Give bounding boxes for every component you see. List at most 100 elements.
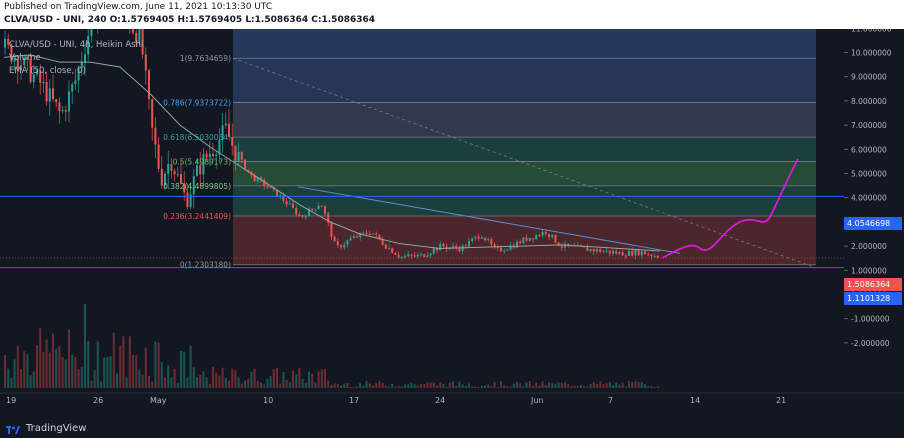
- volume-bar: [436, 385, 438, 388]
- price-tag-level: 4.0546698: [844, 217, 902, 230]
- candle-body: [285, 200, 288, 205]
- volume-bar: [564, 382, 566, 388]
- fib-label: 0.382(4.4899805): [163, 182, 231, 191]
- candle-body: [64, 110, 67, 112]
- volume-bar: [138, 369, 141, 388]
- volume-bar: [237, 377, 240, 388]
- candle-body: [455, 245, 458, 249]
- volume-bar: [589, 383, 592, 388]
- volume-bar: [535, 382, 538, 388]
- volume-bar: [144, 347, 147, 388]
- time-tick-label: 26: [93, 396, 103, 405]
- time-tick-label: May: [150, 396, 167, 405]
- candle-body: [637, 249, 640, 256]
- candle-body: [372, 233, 374, 235]
- candle-body: [493, 244, 496, 247]
- volume-bar: [96, 341, 99, 388]
- candle-body: [528, 238, 531, 241]
- time-axis[interactable]: 19 26 May 10 17 24 Jun 7 14 21: [0, 392, 904, 421]
- candle-body: [228, 123, 230, 137]
- candle-body: [458, 248, 461, 252]
- candle-body: [618, 251, 621, 254]
- volume-bar: [381, 382, 384, 388]
- volume-bar: [490, 386, 493, 388]
- price-tick-label: 4.000000: [851, 194, 887, 203]
- volume-bar: [288, 382, 291, 388]
- volume-bar: [23, 351, 26, 388]
- volume-bar: [410, 382, 413, 388]
- candle-body: [7, 38, 10, 45]
- volume-bar: [77, 368, 80, 388]
- brand-name: TradingView: [26, 423, 87, 434]
- chart-canvas[interactable]: 11.000000 10.000000 9.000000 8.000000 7.0000…: [0, 29, 904, 421]
- volume-bar: [141, 374, 144, 388]
- symbol-legend[interactable]: CLVA/USD - UNI, 4h, Heikin Ashi: [9, 40, 144, 50]
- candle-body: [416, 254, 419, 257]
- volume-bar: [439, 382, 442, 388]
- volume-bar: [106, 356, 109, 388]
- volume-bar: [183, 351, 186, 388]
- candle-body: [215, 154, 218, 157]
- candle-body: [253, 174, 256, 181]
- chart-pane[interactable]: 11.000000 10.000000 9.000000 8.000000 7.0000…: [0, 29, 904, 421]
- candle-body: [167, 164, 170, 174]
- volume-bar: [269, 376, 272, 388]
- price-tick-label: 2.000000: [851, 242, 887, 251]
- volume-bar: [644, 384, 646, 388]
- volume-bar: [52, 333, 54, 388]
- fib-label: 1(9.7634659): [180, 54, 231, 63]
- candle-body: [538, 235, 541, 237]
- time-tick-label: 21: [776, 396, 786, 405]
- volume-bar: [87, 340, 90, 388]
- candle-body: [352, 236, 355, 239]
- candle-body: [340, 245, 342, 248]
- ema-legend[interactable]: EMA (50, close, 0): [9, 66, 86, 76]
- volume-bar: [592, 381, 595, 388]
- candle-body: [138, 29, 141, 43]
- volume-bar: [429, 382, 432, 388]
- candle-body: [288, 203, 291, 205]
- candle-body: [87, 35, 90, 55]
- volume-bar: [320, 369, 323, 388]
- candle-body: [461, 245, 464, 252]
- fibonacci-retracement[interactable]: [233, 29, 816, 266]
- candle-body: [384, 244, 387, 249]
- volume-legend[interactable]: Volume: [9, 53, 41, 63]
- candle-body: [394, 252, 397, 255]
- volume-bar: [279, 383, 282, 388]
- candle-body: [653, 255, 656, 257]
- candle-body: [52, 88, 54, 99]
- volume-bar: [295, 374, 298, 388]
- candle-body: [519, 241, 522, 244]
- volume-bar: [346, 383, 349, 388]
- candle-body: [349, 238, 352, 241]
- candle-body: [484, 237, 486, 241]
- drawings[interactable]: [0, 54, 844, 269]
- volume-bar: [61, 357, 64, 388]
- volume-bar: [576, 385, 579, 388]
- candle-body: [439, 243, 442, 251]
- volume-bar: [548, 382, 550, 388]
- candle-body: [602, 251, 605, 253]
- volume-bar: [333, 383, 336, 388]
- candle-body: [420, 254, 422, 256]
- candle-body: [567, 243, 570, 246]
- volume-bar: [560, 382, 563, 388]
- candle-body: [522, 237, 525, 244]
- volume-bar: [13, 359, 16, 388]
- candle-body: [426, 255, 429, 257]
- candle-body: [624, 255, 627, 257]
- price-tick-label: 7.000000: [851, 121, 887, 130]
- candle-body: [154, 127, 157, 145]
- volume-bar: [375, 383, 378, 388]
- candle-body: [589, 249, 592, 251]
- volume-bar: [557, 382, 560, 388]
- time-tick-label: 19: [6, 396, 16, 405]
- candle-body: [503, 250, 506, 252]
- candle-body: [90, 29, 93, 36]
- volume-bar: [512, 383, 515, 388]
- candle-body: [311, 208, 314, 210]
- candle-body: [359, 233, 362, 238]
- price-tick-label: -1.000000: [851, 315, 890, 324]
- volume-bar: [301, 378, 304, 388]
